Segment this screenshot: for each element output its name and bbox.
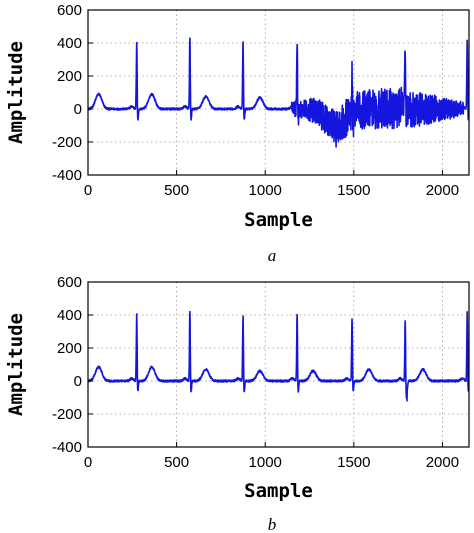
x-axis-label: Sample <box>244 480 313 502</box>
plot-frame <box>87 281 470 448</box>
signal-series <box>88 310 469 402</box>
x-tick-labels: 0 500 1000 1500 2000 <box>84 182 459 199</box>
grid <box>87 281 469 448</box>
x-tick-label: 1000 <box>249 182 282 199</box>
y-axis-label: Amplitude <box>5 41 27 144</box>
grid <box>87 9 469 176</box>
x-tick-label: 2000 <box>426 454 459 471</box>
x-tick-label: 1500 <box>337 182 370 199</box>
y-tick-labels: -400 -200 0 200 400 600 <box>52 2 82 184</box>
panel-caption: a <box>268 246 277 265</box>
x-tick-label: 500 <box>164 182 189 199</box>
x-tick-label: 0 <box>84 454 92 471</box>
x-tick-label: 1500 <box>337 454 370 471</box>
y-tick-label: 600 <box>57 274 82 291</box>
panel-caption: b <box>268 515 277 533</box>
y-tick-label: -200 <box>52 406 82 423</box>
y-tick-label: -400 <box>52 167 82 184</box>
axis-ticks <box>87 9 443 176</box>
plot-frame <box>87 9 470 176</box>
signal-line <box>88 310 469 402</box>
x-tick-labels: 0 500 1000 1500 2000 <box>84 454 459 471</box>
y-tick-labels: -400 -200 0 200 400 600 <box>52 274 82 456</box>
x-tick-label: 1000 <box>249 454 282 471</box>
y-tick-label: -400 <box>52 439 82 456</box>
chart-panel-b: -400 -200 0 200 400 600 0 500 1000 1500 2000 Samp… <box>5 274 470 533</box>
y-tick-label: 400 <box>57 35 82 52</box>
signal-line <box>88 37 469 148</box>
y-tick-label: 600 <box>57 2 82 19</box>
y-tick-label: 200 <box>57 68 82 85</box>
y-tick-label: -200 <box>52 134 82 151</box>
x-axis-label: Sample <box>244 209 313 231</box>
chart-panel-a: -400 -200 0 200 400 600 0 500 1000 1500 2000 Samp… <box>5 2 470 265</box>
y-axis-label: Amplitude <box>5 313 27 416</box>
x-tick-label: 0 <box>84 182 92 199</box>
signal-series <box>88 37 469 148</box>
y-tick-label: 0 <box>74 101 82 118</box>
x-tick-label: 500 <box>164 454 189 471</box>
y-tick-label: 0 <box>74 373 82 390</box>
y-tick-label: 400 <box>57 307 82 324</box>
axis-ticks <box>87 281 443 448</box>
x-tick-label: 2000 <box>426 182 459 199</box>
y-tick-label: 200 <box>57 340 82 357</box>
